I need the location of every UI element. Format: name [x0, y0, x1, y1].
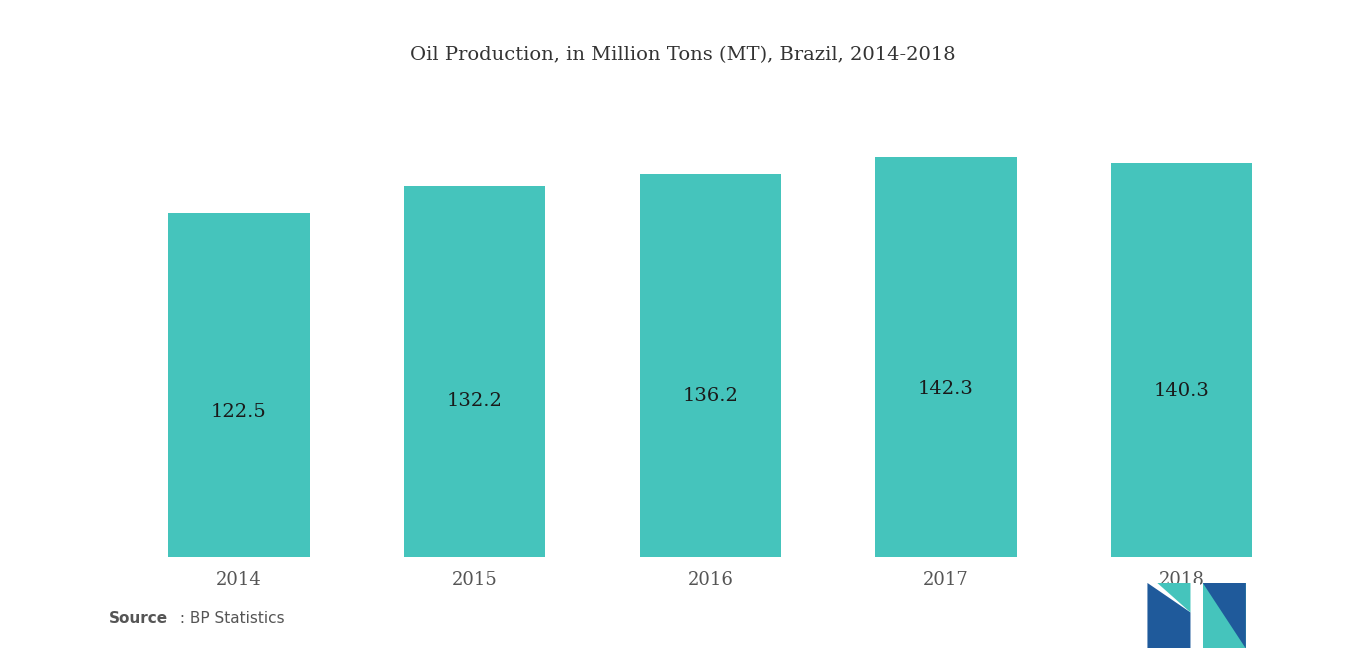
Text: Source: Source	[109, 612, 168, 626]
Polygon shape	[1147, 583, 1191, 648]
Polygon shape	[1157, 583, 1191, 612]
Bar	[1193, 583, 1201, 648]
Bar	[1111, 163, 1253, 557]
Bar	[876, 157, 1016, 557]
Text: 142.3: 142.3	[918, 380, 974, 398]
Text: : BP Statistics: : BP Statistics	[175, 612, 284, 626]
Bar	[168, 213, 310, 557]
Polygon shape	[1202, 583, 1246, 648]
Text: 132.2: 132.2	[447, 392, 503, 410]
Text: Oil Production, in Million Tons (MT), Brazil, 2014-2018: Oil Production, in Million Tons (MT), Br…	[410, 46, 956, 64]
Bar	[404, 185, 545, 557]
Bar	[639, 174, 781, 557]
Polygon shape	[1202, 583, 1246, 648]
Text: 136.2: 136.2	[683, 387, 738, 405]
Text: 140.3: 140.3	[1154, 383, 1210, 400]
Text: 122.5: 122.5	[210, 403, 266, 421]
